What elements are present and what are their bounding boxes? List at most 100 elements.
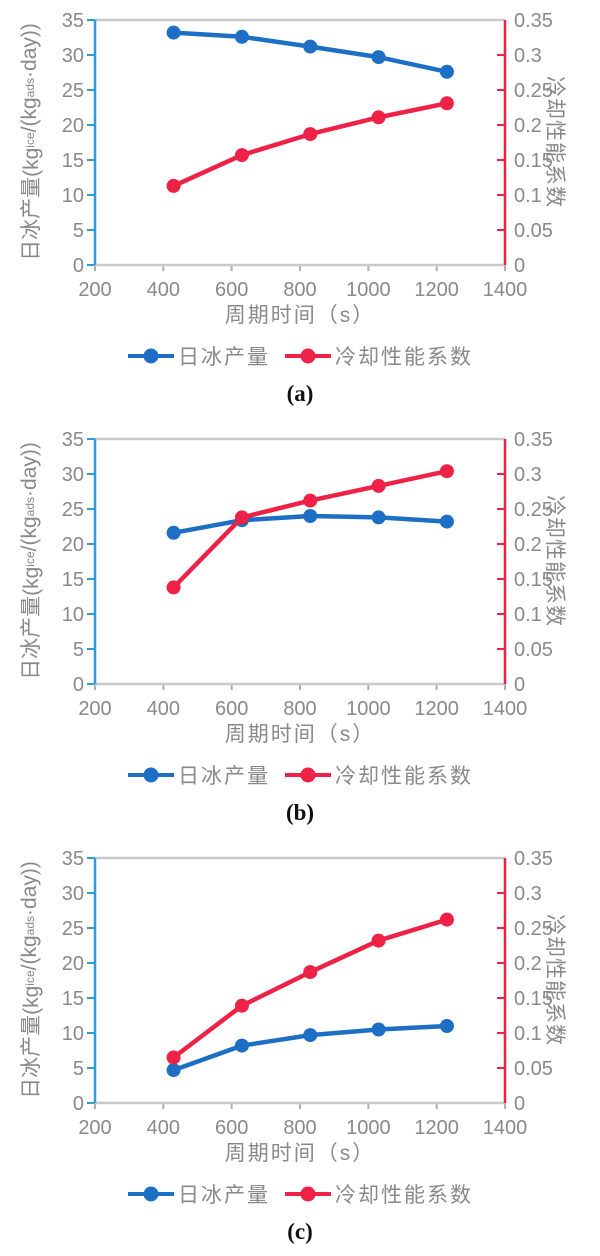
right-axis-title: 冷却性能系数 xyxy=(543,495,566,627)
svg-text:400: 400 xyxy=(147,698,180,719)
svg-text:0: 0 xyxy=(73,674,84,696)
svg-text:35: 35 xyxy=(62,848,84,870)
data-point-red xyxy=(303,127,318,142)
series-marker-blue-icon xyxy=(128,1186,174,1202)
data-point-red xyxy=(166,178,181,193)
svg-text:10: 10 xyxy=(62,604,84,626)
series-marker-blue-icon xyxy=(128,767,174,783)
x-axis-title: 周期时间（s） xyxy=(224,304,376,327)
data-point-blue xyxy=(303,509,318,523)
svg-text:1000: 1000 xyxy=(346,279,391,300)
data-point-blue xyxy=(303,39,318,54)
data-point-blue xyxy=(371,50,386,65)
svg-text:35: 35 xyxy=(62,429,84,451)
series-marker-red-icon xyxy=(285,348,331,364)
data-point-red xyxy=(234,998,249,1013)
data-point-blue xyxy=(371,1022,386,1037)
svg-text:0.05: 0.05 xyxy=(514,639,553,661)
left-axis-title: 日冰产量(kg ice/(kg ads ·day)) xyxy=(18,442,43,680)
svg-text:200: 200 xyxy=(78,279,111,300)
data-point-red xyxy=(439,464,454,479)
legend-label: 日冰产量 xyxy=(178,346,270,369)
x-axis-title: 周期时间（s） xyxy=(224,1142,376,1165)
data-point-red xyxy=(439,96,454,111)
legend-item-ice-production: 日冰产量 xyxy=(127,341,270,371)
subfigure-caption: (b) xyxy=(285,800,315,825)
data-point-red xyxy=(234,510,249,525)
series-marker-red-icon xyxy=(285,767,331,783)
svg-text:1200: 1200 xyxy=(414,1117,459,1138)
data-point-red xyxy=(371,478,386,493)
legend: 日冰产量 冷却性能系数 xyxy=(0,1179,600,1209)
svg-text:10: 10 xyxy=(62,1023,84,1045)
svg-text:0.05: 0.05 xyxy=(514,1058,553,1080)
svg-text:1400: 1400 xyxy=(483,698,528,719)
svg-text:0: 0 xyxy=(73,1093,84,1115)
data-point-blue xyxy=(166,25,181,40)
svg-text:0.2: 0.2 xyxy=(514,953,542,975)
svg-text:1200: 1200 xyxy=(414,698,459,719)
legend-label: 日冰产量 xyxy=(178,765,270,788)
series-marker-red-icon xyxy=(285,1186,331,1202)
svg-text:0.3: 0.3 xyxy=(514,464,542,486)
svg-text:0.2: 0.2 xyxy=(514,534,542,556)
svg-text:800: 800 xyxy=(283,698,316,719)
legend-item-ice-production: 日冰产量 xyxy=(127,1179,270,1209)
svg-text:20: 20 xyxy=(62,115,84,137)
subfigure-caption: (c) xyxy=(287,1219,313,1244)
svg-text:15: 15 xyxy=(62,569,84,591)
svg-text:0.2: 0.2 xyxy=(514,115,542,137)
data-point-red xyxy=(166,580,181,595)
svg-text:0.25: 0.25 xyxy=(514,80,553,102)
svg-text:10: 10 xyxy=(62,185,84,207)
svg-text:0.15: 0.15 xyxy=(514,569,553,591)
legend-label: 日冰产量 xyxy=(178,1184,270,1207)
data-point-red xyxy=(303,493,318,508)
data-point-red xyxy=(166,1050,181,1065)
plot-area-c: 0 5 10 15 20 25 30 35 0 0.05 0.1 0.15 0.2 0.25 0.3 0.35… xyxy=(62,848,553,1138)
svg-text:0.25: 0.25 xyxy=(514,918,553,940)
plot-area-b: 0 5 10 15 20 25 30 35 0 0.05 0.1 0.15 0.2 0.25 0.3 0.35… xyxy=(62,429,553,719)
subfigure-caption: (a) xyxy=(286,381,314,406)
data-point-blue xyxy=(439,64,454,79)
series-line-red xyxy=(171,101,450,189)
svg-text:30: 30 xyxy=(62,45,84,67)
svg-text:0.3: 0.3 xyxy=(514,883,542,905)
data-point-red xyxy=(371,110,386,125)
data-point-blue xyxy=(234,1038,249,1053)
data-point-red xyxy=(439,912,454,927)
data-point-red xyxy=(371,933,386,948)
data-point-blue xyxy=(371,510,386,525)
chart-c: 0 5 10 15 20 25 30 35 0 0.05 0.1 0.15 0.2 0.25 0.3 0.35… xyxy=(0,838,600,1256)
x-axis-title: 周期时间（s） xyxy=(224,723,376,746)
data-point-blue xyxy=(303,1028,318,1043)
svg-text:5: 5 xyxy=(73,639,84,661)
svg-text:0: 0 xyxy=(514,1093,525,1115)
svg-text:400: 400 xyxy=(147,1117,180,1138)
legend: 日冰产量 冷却性能系数 xyxy=(0,760,600,790)
svg-text:0: 0 xyxy=(514,674,525,696)
svg-text:1400: 1400 xyxy=(483,279,528,300)
legend: 日冰产量 冷却性能系数 xyxy=(0,341,600,371)
svg-text:0.25: 0.25 xyxy=(514,499,553,521)
svg-text:0.1: 0.1 xyxy=(514,185,542,207)
left-axis-title: 日冰产量(kg ice/(kg ads ·day)) xyxy=(18,861,43,1099)
svg-text:600: 600 xyxy=(215,279,248,300)
svg-text:0.3: 0.3 xyxy=(514,45,542,67)
svg-text:25: 25 xyxy=(62,499,84,521)
svg-text:0.35: 0.35 xyxy=(514,848,553,870)
data-point-blue xyxy=(234,29,249,44)
legend-item-ice-production: 日冰产量 xyxy=(127,760,270,790)
data-point-red xyxy=(234,148,249,163)
data-point-blue xyxy=(166,525,181,540)
plot-area-a: 0 5 10 15 20 25 30 35 0 0.05 0.1 0.15 0.2 0.25 0.3 0.35… xyxy=(62,10,553,300)
svg-text:0.35: 0.35 xyxy=(514,10,553,32)
svg-text:400: 400 xyxy=(147,279,180,300)
svg-text:1200: 1200 xyxy=(414,279,459,300)
svg-text:800: 800 xyxy=(283,1117,316,1138)
chart-a: 0 5 10 15 20 25 30 35 0 0.05 0.1 0.15 0.2 0.25 0.3 0.35… xyxy=(0,0,600,418)
svg-text:15: 15 xyxy=(62,988,84,1010)
svg-text:1400: 1400 xyxy=(483,1117,528,1138)
data-point-blue xyxy=(439,1019,454,1033)
svg-text:5: 5 xyxy=(73,220,84,242)
